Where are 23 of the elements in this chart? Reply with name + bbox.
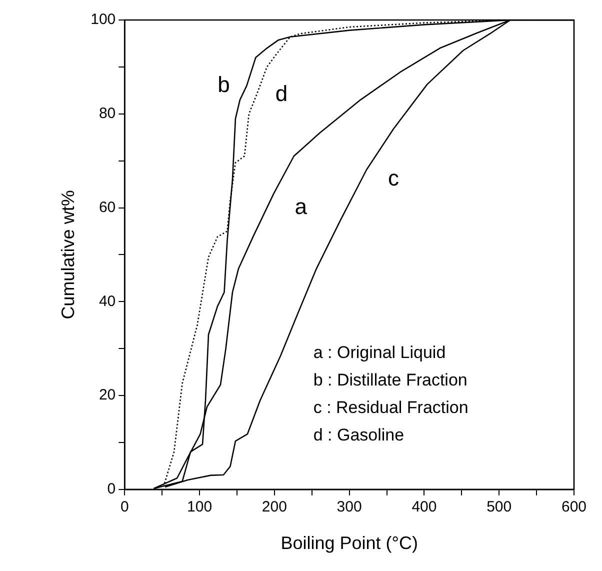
x-tick-label: 100 xyxy=(187,498,212,516)
y-tick-label: 80 xyxy=(98,105,116,122)
x-tick-label: 400 xyxy=(412,498,437,516)
x-tick-label: 300 xyxy=(336,498,362,516)
y-tick-label: 60 xyxy=(98,198,116,216)
series-label: a xyxy=(294,194,308,219)
x-tick-label: 500 xyxy=(486,498,512,516)
annotation: d : Gasoline xyxy=(313,425,404,444)
x-tick-label: 200 xyxy=(262,498,287,516)
x-axis-title: Boiling Point (°C) xyxy=(280,533,418,554)
series-label: b xyxy=(218,72,230,97)
y-tick-label: 100 xyxy=(90,11,116,28)
annotation: a : Original Liquid xyxy=(313,342,446,362)
x-tick-label: 0 xyxy=(120,498,129,516)
series-label: d xyxy=(275,81,288,106)
annotation: b : Distillate Fraction xyxy=(313,370,468,390)
annotation: c : Residual Fraction xyxy=(313,398,468,417)
y-tick-label: 0 xyxy=(107,480,116,498)
y-tick-label: 40 xyxy=(98,292,116,310)
y-axis-title: Cumulative wt% xyxy=(58,190,78,320)
x-tick-label: 600 xyxy=(561,498,587,516)
series-label: c xyxy=(388,166,399,191)
y-tick-label: 20 xyxy=(98,386,116,404)
